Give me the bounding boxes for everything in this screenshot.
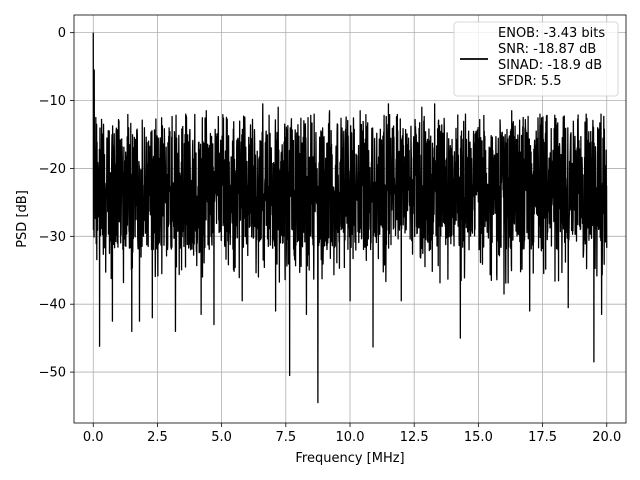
plot-area bbox=[92, 32, 608, 404]
x-tick-label: 5.0 bbox=[211, 430, 232, 445]
x-tick-label: 15.0 bbox=[464, 430, 493, 445]
y-tick-label: −10 bbox=[39, 94, 66, 109]
psd-series-line bbox=[92, 32, 608, 404]
x-tick-label: 20.0 bbox=[592, 430, 621, 445]
legend-entry-sfdr: SFDR: 5.5 bbox=[498, 74, 562, 89]
legend-entry-snr: SNR: -18.87 dB bbox=[498, 42, 596, 57]
x-tick-label: 10.0 bbox=[336, 430, 365, 445]
x-tick-label: 12.5 bbox=[400, 430, 429, 445]
y-tick-label: −40 bbox=[39, 298, 66, 313]
y-tick-label: 0 bbox=[58, 26, 66, 41]
x-tick-label: 17.5 bbox=[528, 430, 557, 445]
axis-ticks: 0.0 2.5 5.0 7.5 10.0 12.5 15.0 17.5 20.0 0 −10 −20 −… bbox=[39, 26, 622, 445]
x-axis-label: Frequency [MHz] bbox=[295, 451, 404, 466]
y-tick-label: −30 bbox=[39, 230, 66, 245]
y-tick-label: −20 bbox=[39, 162, 66, 177]
legend: ENOB: -3.43 bits SNR: -18.87 dB SINAD: -… bbox=[453, 21, 619, 97]
x-tick-label: 2.5 bbox=[147, 430, 168, 445]
y-axis-label: PSD [dB] bbox=[15, 190, 30, 248]
x-tick-label: 7.5 bbox=[275, 430, 296, 445]
legend-box bbox=[453, 21, 619, 97]
y-tick-label: −50 bbox=[39, 366, 66, 381]
x-tick-label: 0.0 bbox=[83, 430, 104, 445]
legend-entry-enob: ENOB: -3.43 bits bbox=[498, 26, 605, 41]
legend-entry-sinad: SINAD: -18.9 dB bbox=[498, 58, 602, 73]
